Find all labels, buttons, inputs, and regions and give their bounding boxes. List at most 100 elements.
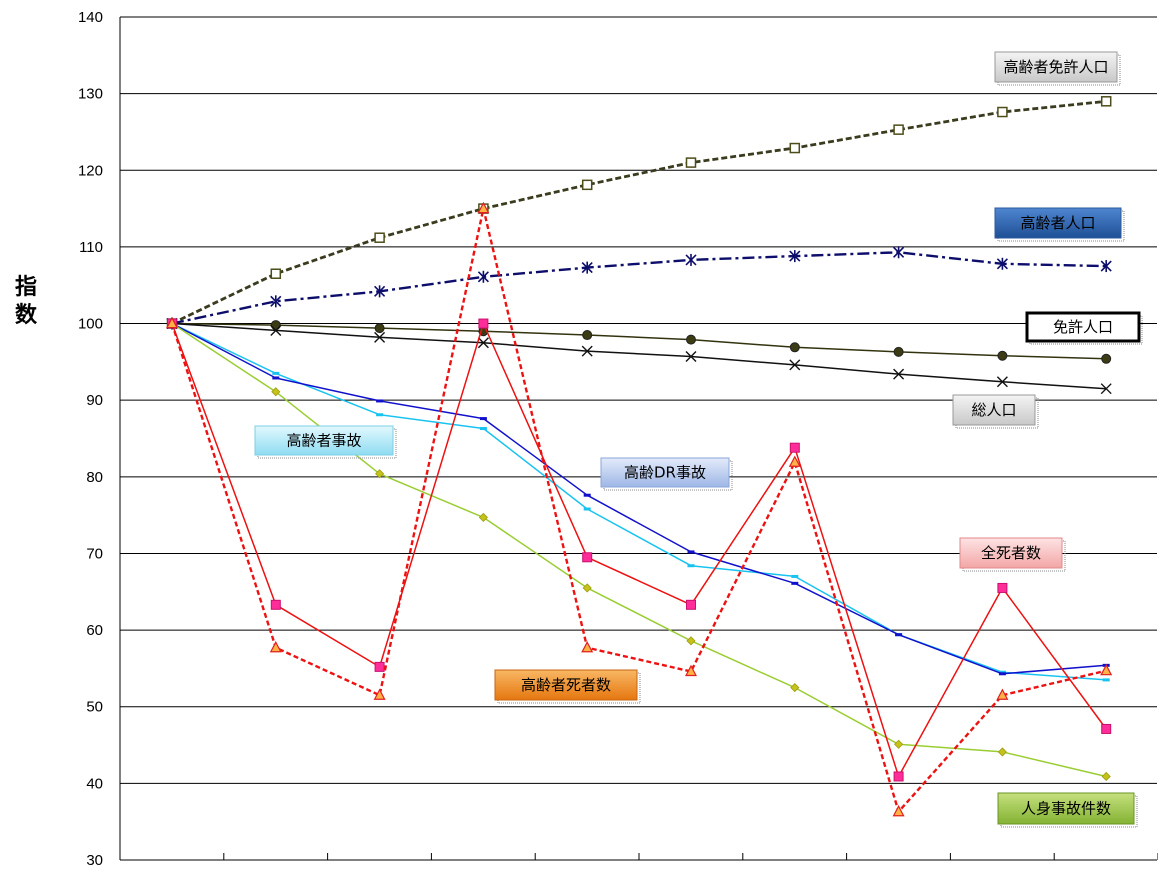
legend-label: 高齢者死者数 [494,669,641,704]
series-line [171,99,1107,325]
data-point [581,640,594,653]
data-point [583,493,591,497]
data-point [1101,723,1112,734]
y-axis-label: 指数 [15,275,38,328]
data-point [583,507,591,511]
series-1 [166,96,1112,329]
legend-box [600,457,730,488]
data-point [892,804,905,817]
legend-text: 高齢者免許人口 [1003,58,1108,76]
data-point [582,583,592,593]
data-point [375,469,385,479]
data-point [685,664,697,677]
series-5 [168,322,1110,682]
series-9 [166,201,1113,817]
data-point [997,747,1007,757]
legend-label: 高齢者人口 [994,207,1125,242]
legend-text: 免許人口 [1053,318,1113,336]
data-point [269,640,282,653]
legend-label: 高齢者事故 [254,425,397,459]
legend-box [254,425,394,456]
legend-text: 高齢DR事故 [624,464,706,482]
series-lines [166,96,1113,817]
legend-label: 人身事故件数 [997,792,1138,828]
data-point [581,345,593,357]
axes: 30 40 50 60 70 80 90 100 110 120 130 140 [78,9,1158,869]
data-point [374,661,385,672]
data-point [376,413,384,417]
series-4 [166,318,1112,395]
data-point [997,106,1008,118]
y-tick-label: 50 [86,699,103,716]
data-point [895,633,903,637]
y-tick-label: 110 [79,239,103,256]
data-point [997,350,1008,361]
data-point [477,201,490,214]
data-point [789,359,801,371]
data-point [374,331,386,343]
series-3 [167,318,1112,364]
data-point [272,376,280,380]
data-point [1100,663,1113,676]
legend-label: 高齢DR事故 [600,457,733,491]
legend-box [494,669,638,701]
data-point [791,574,799,578]
series-6 [168,322,1110,676]
legend-box [952,394,1036,426]
data-point [270,268,282,279]
y-tick-label: 80 [86,469,103,486]
data-point [997,582,1008,593]
legend-label: 免許人口 [1025,311,1143,345]
data-point [789,342,800,353]
legend-label: 高齢者免許人口 [994,51,1121,86]
data-point [166,316,178,329]
data-point [685,157,697,168]
data-point [791,581,799,585]
data-point [789,442,800,453]
data-point [789,142,801,154]
legend-text: 高齢者事故 [286,432,361,450]
y-tick-label: 60 [86,622,103,639]
legend-box [1025,311,1141,343]
data-point [479,427,487,431]
y-tick-label: 120 [78,162,103,179]
legend-box [997,792,1135,825]
data-point [582,552,593,563]
legend-text: 人身事故件数 [1021,800,1111,818]
data-point [271,387,281,397]
series-line [171,322,1107,360]
data-point [687,564,695,568]
y-tick-label: 90 [86,392,103,409]
data-point [478,512,488,523]
series-line [171,322,1107,675]
data-point [893,124,904,135]
series-line [171,322,1107,778]
y-tick-label: 130 [78,86,103,103]
data-point [1100,383,1112,395]
data-point [272,371,280,375]
legend-labels: 高齢者免許人口高齢者人口免許人口総人口高齢者事故高齢DR事故全死者数高齢者死者数… [254,51,1143,828]
data-point [996,688,1009,700]
data-point [376,399,384,403]
legend-text: 高齢者死者数 [521,676,611,694]
data-point [270,599,281,610]
data-point [788,455,801,467]
data-point [374,232,385,243]
series-line [171,322,1107,390]
legend-box [994,51,1118,83]
data-point [1101,353,1112,364]
data-point [998,672,1006,676]
data-point [686,636,696,646]
data-point [894,739,904,749]
y-tick-label: 100 [78,316,103,333]
data-point [373,688,386,700]
data-point [477,337,489,349]
data-point [686,599,696,610]
y-tick-label: 30 [86,852,103,869]
series-line [171,251,1107,325]
data-point [998,670,1006,674]
legend-text: 総人口 [971,401,1016,419]
data-point [374,323,385,334]
data-point [582,330,593,341]
